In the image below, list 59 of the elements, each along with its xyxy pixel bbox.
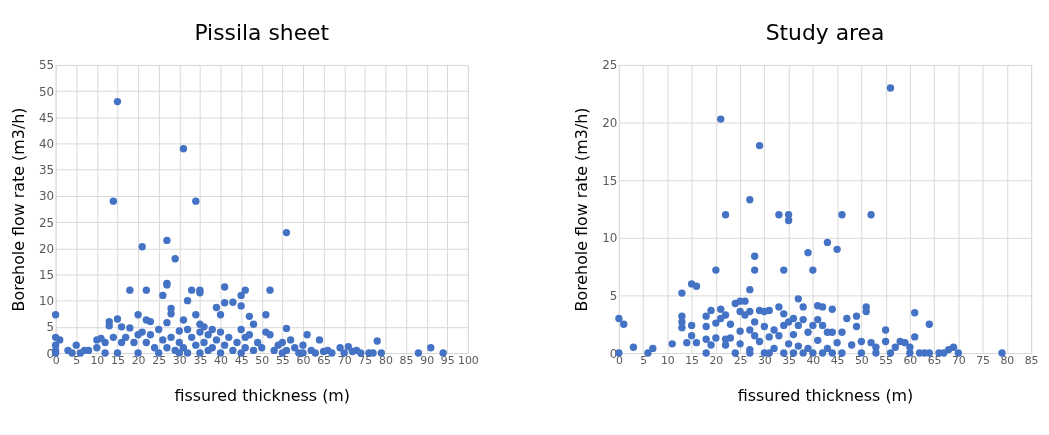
y-tick-label: 5 [609, 288, 618, 303]
x-tick-label: 55 [879, 354, 894, 368]
x-tick-label: 80 [378, 354, 393, 368]
y-tick-label: 15 [38, 267, 55, 282]
y-tick-label: 35 [38, 163, 55, 178]
y-tick-label: 20 [38, 241, 55, 256]
y-axis-title: Borehole flow rate (m3/h) [9, 107, 29, 312]
x-tick-label: 40 [214, 354, 229, 368]
x-tick-label: 60 [903, 354, 918, 368]
x-tick-label: 55 [275, 354, 290, 368]
y-axis-title: Borehole flow rate (m3/h) [572, 107, 592, 312]
y-tick-label: 45 [38, 110, 55, 125]
x-tick-label: 10 [660, 354, 675, 368]
x-tick-label: 65 [927, 354, 942, 368]
x-tick-label: 25 [152, 354, 167, 368]
chart-title: Pissila sheet [194, 20, 330, 46]
x-tick-label: 30 [172, 354, 187, 368]
chart-title: Study area [765, 20, 885, 46]
x-tick-label: 5 [640, 354, 648, 368]
x-axis-title: fissured thickness (m) [174, 386, 351, 406]
y-tick-label: 40 [38, 136, 55, 151]
x-tick-label: 95 [440, 354, 455, 368]
x-tick-label: 85 [1024, 354, 1039, 368]
x-tick-label: 15 [685, 354, 700, 368]
x-tick-label: 60 [296, 354, 311, 368]
x-tick-label: 35 [782, 354, 797, 368]
x-tick-label: 85 [399, 354, 414, 368]
x-tick-label: 30 [757, 354, 772, 368]
x-tick-label: 90 [420, 354, 435, 368]
y-tick-label: 15 [602, 173, 618, 188]
y-tick-label: 20 [602, 116, 618, 131]
y-tick-label: 10 [602, 231, 618, 246]
y-tick-label: 25 [602, 58, 618, 73]
x-tick-label: 35 [193, 354, 208, 368]
x-tick-label: 40 [806, 354, 821, 368]
x-tick-label: 10 [90, 354, 105, 368]
x-tick-label: 20 [709, 354, 724, 368]
x-tick-label: 45 [830, 354, 845, 368]
x-tick-label: 65 [317, 354, 332, 368]
x-tick-label: 50 [255, 354, 270, 368]
x-tick-label: 15 [111, 354, 125, 368]
x-tick-label: 75 [976, 354, 991, 368]
x-tick-label: 80 [1000, 354, 1015, 368]
x-tick-label: 70 [951, 354, 966, 368]
x-tick-label: 75 [358, 354, 373, 368]
x-tick-label: 70 [337, 354, 352, 368]
y-tick-label: 5 [46, 320, 55, 335]
x-tick-label: 5 [73, 354, 81, 368]
x-tick-label: 50 [854, 354, 869, 368]
x-axis-title: fissured thickness (m) [737, 386, 914, 406]
x-tick-label: 20 [131, 354, 146, 368]
y-tick-label: 50 [38, 84, 55, 99]
x-tick-label: 100 [457, 354, 479, 368]
x-tick-label: 25 [733, 354, 748, 368]
y-tick-label: 55 [38, 58, 55, 73]
y-tick-label: 30 [38, 189, 55, 204]
x-tick-label: 45 [234, 354, 249, 368]
y-tick-label: 25 [38, 215, 55, 230]
y-tick-label: 10 [38, 294, 55, 309]
